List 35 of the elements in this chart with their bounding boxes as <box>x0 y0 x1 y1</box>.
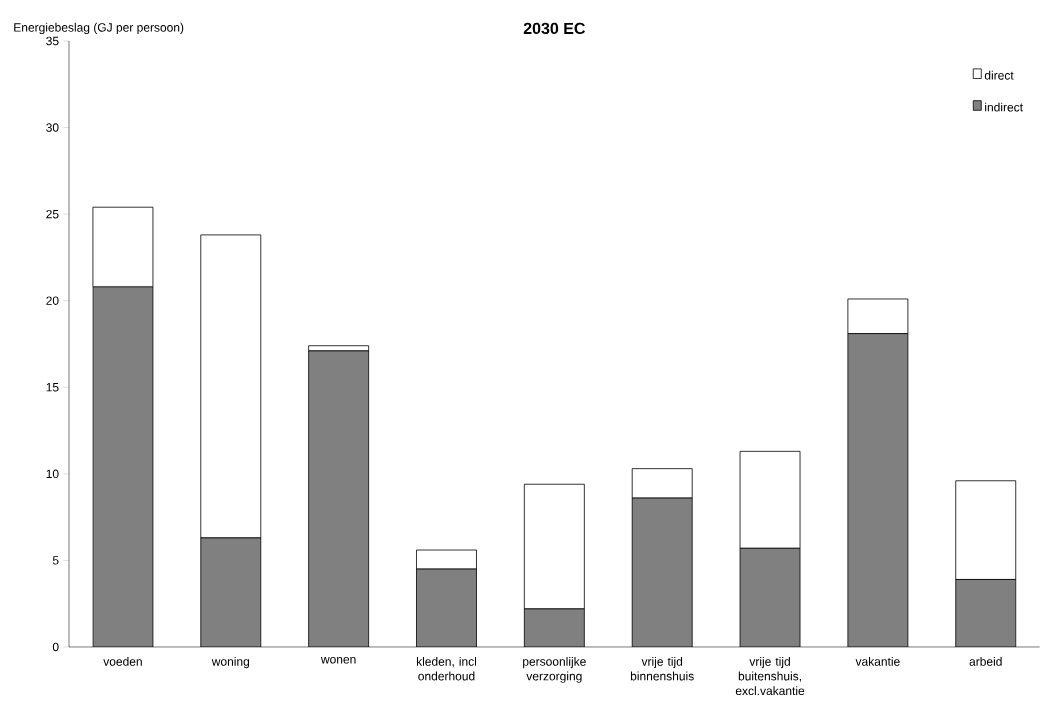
y-tick-label: 35 <box>46 36 59 46</box>
x-tick-label: kleden, incl onderhoud <box>416 656 477 681</box>
bar <box>92 286 154 647</box>
y-tick-label: 25 <box>46 209 59 219</box>
bar <box>308 350 370 647</box>
legend-label: indirect <box>985 102 1023 112</box>
x-tick-label: voeden <box>103 656 142 666</box>
bar <box>847 333 909 647</box>
x-tick-label: vrije tijd binnenshuis <box>630 656 694 681</box>
legend-label: direct <box>984 70 1014 80</box>
y-axis-title: Energiebeslag (GJ per persoon) <box>14 22 184 35</box>
bar <box>955 579 1017 647</box>
x-tick-label: vrije tijd buitenshuis, excl.vakantie <box>735 656 805 696</box>
bar <box>631 497 693 647</box>
bar <box>523 483 585 610</box>
y-tick-label: 20 <box>46 296 59 305</box>
x-tick-label: wonen <box>320 656 356 664</box>
bar <box>739 547 801 647</box>
y-tick-label: 10 <box>46 469 59 479</box>
x-tick-label: woning <box>211 656 250 669</box>
y-tick-label: 15 <box>46 383 59 392</box>
y-tick-label: 30 <box>46 123 59 132</box>
y-tick-label: 5 <box>52 556 59 565</box>
bar <box>200 537 262 647</box>
x-tick-label: persoonlijke verzorging <box>523 656 586 683</box>
x-tick-label: arbeid <box>969 656 1002 666</box>
bar <box>739 450 801 549</box>
x-tick-label: vakantie <box>855 656 900 666</box>
y-tick-label: 0 <box>52 642 59 652</box>
bar <box>416 568 477 647</box>
bar <box>631 468 693 499</box>
chart-title: 2030 EC <box>523 22 586 35</box>
bar <box>523 608 585 647</box>
bar <box>416 549 477 570</box>
bar <box>847 298 909 334</box>
